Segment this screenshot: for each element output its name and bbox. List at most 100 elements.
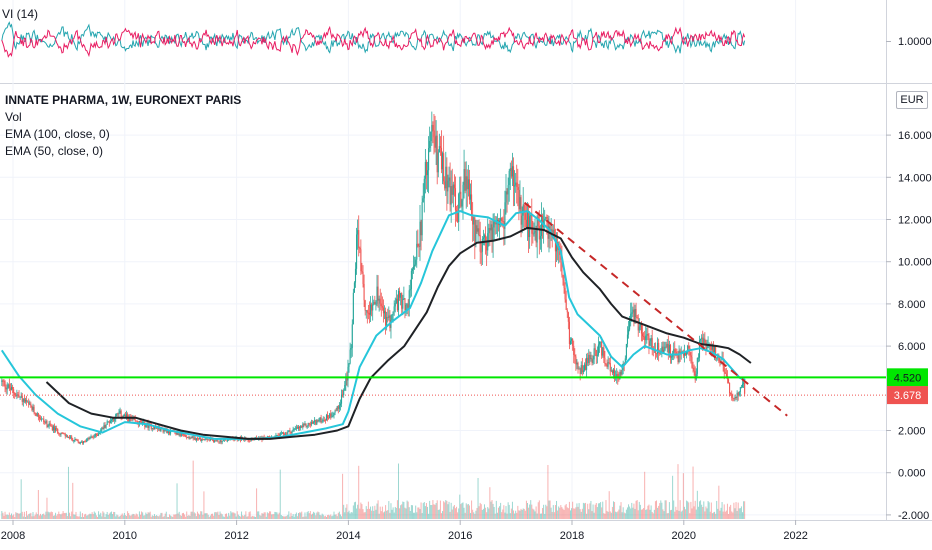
candle-body	[419, 221, 421, 247]
volume-bar	[157, 516, 159, 519]
volume-bar	[338, 511, 340, 519]
volume-bar	[448, 501, 450, 519]
downtrend-line[interactable]	[523, 201, 788, 417]
volume-bar	[91, 512, 93, 519]
volume-bar	[165, 511, 167, 519]
volume-bar	[318, 512, 320, 519]
volume-bar	[553, 512, 555, 519]
candle-body	[501, 218, 503, 221]
drawing-levels[interactable]	[0, 201, 886, 417]
candle-body	[494, 221, 496, 225]
volume-bar	[134, 515, 136, 519]
volume-bar	[187, 515, 189, 519]
volume-bar	[669, 510, 671, 519]
candle-body	[563, 279, 565, 288]
candle-body	[416, 243, 418, 260]
candle-body	[485, 235, 487, 241]
vi-indicator-label[interactable]: VI (14)	[2, 7, 39, 21]
volume-bar	[35, 512, 37, 519]
candle-body	[31, 406, 33, 410]
candle-body	[311, 422, 314, 424]
volume-bar	[6, 514, 8, 519]
candle-body	[459, 191, 461, 195]
candle-body	[457, 211, 459, 223]
volume-bar	[513, 510, 515, 519]
candle-body	[98, 433, 100, 436]
candle-body	[574, 355, 576, 357]
volume-bar	[384, 511, 386, 519]
currency-label[interactable]: EUR	[896, 91, 928, 109]
volume-bar	[408, 507, 410, 519]
candle-body	[507, 185, 509, 195]
candle-body	[30, 403, 32, 407]
candle-body	[524, 213, 526, 220]
volume-bar	[445, 500, 447, 519]
volume-bar	[424, 506, 426, 519]
candle-body	[707, 345, 709, 348]
legend-volume[interactable]: Vol	[5, 110, 22, 124]
volume-bar	[739, 508, 741, 519]
candle-body	[425, 162, 427, 176]
volume-bar	[130, 515, 132, 519]
candle-body	[326, 415, 329, 418]
candle-body	[385, 311, 387, 326]
candle-body	[356, 234, 358, 269]
volume-bar	[327, 515, 329, 519]
candle-body	[667, 343, 669, 353]
volume-bar	[638, 501, 640, 519]
volume-bar	[175, 514, 177, 519]
candle-body	[701, 337, 703, 339]
volume-bar	[493, 506, 495, 519]
volume-bar	[95, 515, 97, 519]
candle-body	[647, 334, 649, 336]
volume-bar	[246, 516, 248, 519]
candle-body	[276, 435, 278, 437]
candle-body	[2, 380, 4, 382]
candle-body	[387, 316, 389, 318]
legend-ema-50[interactable]: EMA (50, close, 0)	[5, 144, 104, 158]
candle-body	[8, 384, 10, 389]
volume-bar	[594, 504, 596, 519]
candle-body	[683, 352, 685, 356]
candle-body	[122, 416, 124, 417]
candle-body	[576, 362, 578, 365]
volume-bar	[420, 502, 422, 519]
candle-body	[522, 204, 524, 216]
candle-body	[362, 271, 364, 284]
candle-body	[309, 424, 311, 426]
candle-body	[433, 130, 435, 138]
volume-bar	[172, 516, 174, 519]
candle-body	[280, 432, 282, 434]
volume-bar	[702, 507, 704, 519]
legend-ema-100[interactable]: EMA (100, close, 0)	[5, 127, 110, 141]
candle-body	[164, 429, 166, 432]
last-price-tag[interactable]	[887, 386, 928, 405]
candle-body	[736, 392, 738, 399]
volume-bar	[176, 483, 178, 519]
volume-bar	[499, 506, 501, 519]
volume-bar	[468, 505, 470, 519]
volume-bar	[704, 511, 706, 519]
symbol-title[interactable]: INNATE PHARMA, 1W, EURONEXT PARIS	[5, 93, 242, 107]
candle-body	[404, 298, 406, 311]
volume-bar	[604, 513, 606, 519]
volume-bar	[526, 503, 528, 519]
candle-body	[516, 182, 518, 188]
candle-body	[248, 440, 250, 442]
candle-body	[42, 418, 44, 420]
support-price-tag[interactable]	[887, 368, 928, 387]
volume-bar	[428, 513, 430, 519]
candle-body	[124, 414, 126, 417]
candle-body	[657, 342, 659, 354]
volume-bar	[167, 516, 169, 519]
candle-body	[152, 428, 154, 429]
candle-body	[643, 336, 645, 338]
volume-bar	[415, 505, 417, 519]
candle-body	[453, 184, 455, 189]
volume-bar	[339, 514, 341, 519]
volume-bar	[359, 508, 361, 519]
volume-bar	[700, 500, 702, 519]
volume-bar	[60, 514, 62, 519]
candle-body	[90, 436, 92, 438]
